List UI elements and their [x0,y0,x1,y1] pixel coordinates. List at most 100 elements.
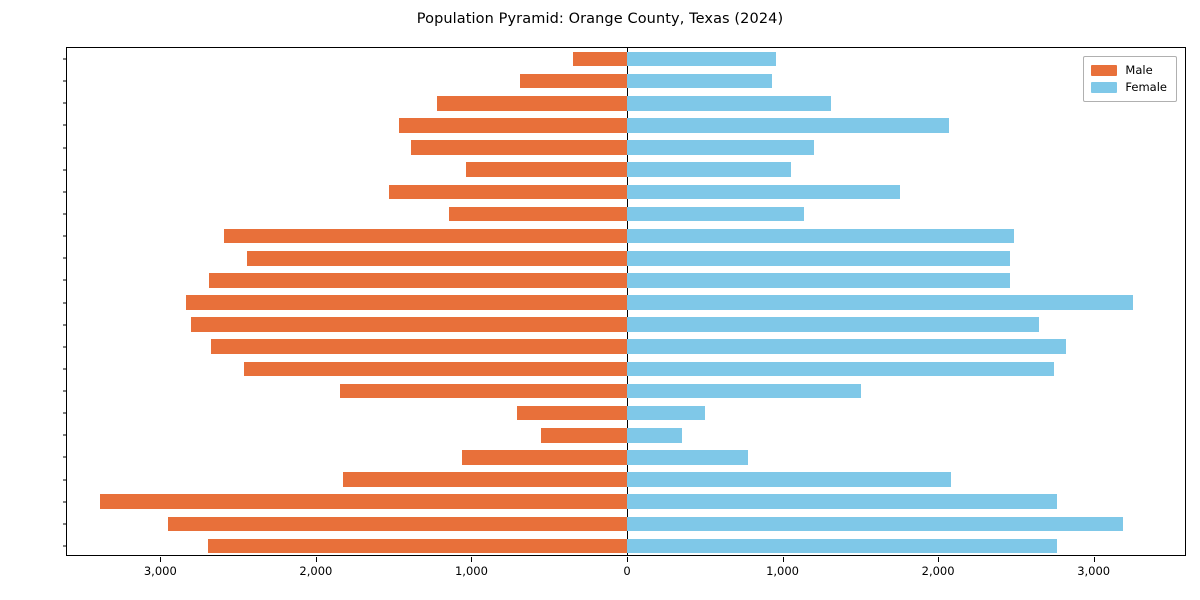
bar-male [190,317,627,332]
bar-male [573,51,627,67]
bar-male [517,405,627,421]
x-tick-label: 0 [623,564,631,578]
bar-male [247,250,627,266]
pyramid-row [67,361,1185,377]
bar-female [627,96,831,111]
pyramid-row [67,472,1185,487]
y-tick-mark [62,147,67,149]
pyramid-row [67,184,1185,200]
y-tick-mark [62,368,67,370]
y-tick-mark [62,456,67,458]
bar-male [342,472,627,487]
x-tick-mark [1093,557,1095,562]
bar-female [627,140,814,155]
x-tick-label: 2,000 [299,564,333,578]
bar-male [540,427,627,443]
x-tick-mark [782,557,784,562]
bar-female [627,118,949,133]
pyramid-row [67,206,1185,222]
pyramid-row [67,317,1185,332]
pyramid-row [67,450,1185,465]
y-tick-mark [62,191,67,193]
bar-female [627,206,804,222]
y-tick-mark [62,279,67,281]
bar-male [100,494,627,509]
plot-area: 3,000 2,000 1,000 0 1,000 2,000 3,000 Male Fem… [62,47,1186,578]
bar-female [627,405,706,421]
bar-male [449,206,627,222]
pyramid-row [67,295,1185,310]
bar-female [627,51,777,67]
legend-label-female: Female [1125,79,1167,94]
bar-female [627,361,1054,377]
x-tick-label: 3,000 [143,564,177,578]
x-tick-mark [471,557,473,562]
y-tick-mark [62,479,67,481]
y-tick-mark [62,124,67,126]
bar-female [627,450,748,465]
pyramid-row [67,405,1185,421]
y-tick-mark [62,169,67,171]
legend-swatch-male [1091,65,1118,76]
y-tick-mark [62,58,67,60]
y-tick-mark [62,390,67,392]
y-tick-mark [62,102,67,104]
bar-female [627,427,682,443]
pyramid-row [67,140,1185,155]
legend-item-female: Female [1091,79,1167,96]
y-tick-mark [62,412,67,414]
pyramid-row [67,383,1185,399]
bar-female [627,339,1067,355]
y-tick-mark [62,545,67,547]
pyramid-row [67,427,1185,443]
bar-male [244,361,627,377]
pyramid-row [67,273,1185,288]
bar-female [627,494,1058,509]
legend-item-male: Male [1091,62,1167,79]
x-tick-label: 1,000 [766,564,800,578]
pyramid-row [67,339,1185,355]
pyramid-row [67,73,1185,89]
y-tick-mark [62,235,67,237]
chart-title: Population Pyramid: Orange County, Texas… [416,11,784,27]
bar-female [627,228,1014,244]
bar-female [627,273,1010,288]
bar-female [627,317,1039,332]
bar-male [339,383,627,399]
bar-female [627,472,952,487]
pyramid-row [67,228,1185,244]
bar-female [627,73,773,89]
bar-male [437,96,627,111]
pyramid-row [67,494,1185,509]
y-tick-mark [62,324,67,326]
pyramid-row [67,516,1185,532]
bar-male [168,516,627,532]
bar-female [627,383,862,399]
pyramid-row [67,162,1185,178]
bar-male [461,450,627,465]
bar-male [388,184,627,200]
pyramid-row [67,96,1185,111]
bar-male [520,73,627,89]
bar-male [410,140,627,155]
pyramid-row [67,118,1185,133]
pyramid-row [67,538,1185,554]
y-tick-mark [62,523,67,525]
bar-male [224,228,627,244]
bar-female [627,538,1058,554]
y-tick-mark [62,434,67,436]
y-tick-mark [62,80,67,82]
bar-male [398,118,627,133]
legend-swatch-female [1091,82,1118,93]
x-tick-mark [938,557,940,562]
bar-male [185,295,627,310]
x-tick-mark [160,557,162,562]
x-tick-mark [627,557,628,562]
bar-female [627,162,792,178]
x-tick-label: 3,000 [1077,564,1111,578]
y-tick-mark [62,302,67,303]
x-tick-mark [315,557,317,562]
y-tick-mark [62,346,67,348]
pyramid-row [67,250,1185,266]
